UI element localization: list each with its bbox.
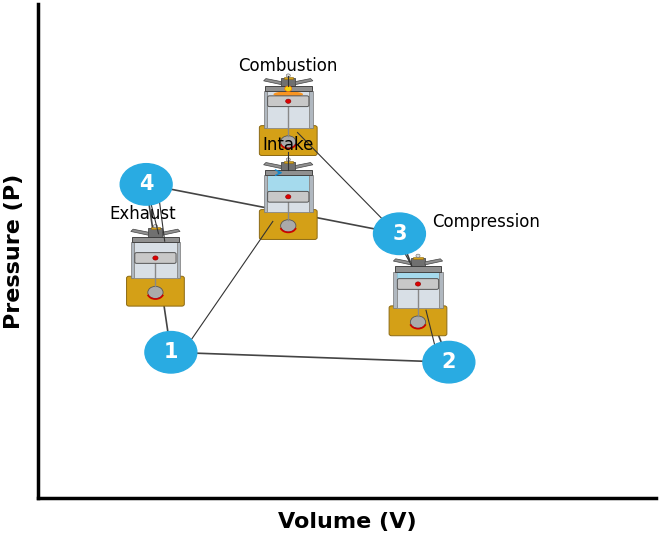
Polygon shape (131, 229, 148, 235)
Bar (263, 175, 267, 212)
FancyBboxPatch shape (259, 210, 317, 240)
Circle shape (286, 99, 291, 103)
Circle shape (120, 163, 172, 205)
Bar (263, 91, 267, 128)
FancyBboxPatch shape (389, 306, 447, 336)
Bar (134, 242, 177, 278)
Polygon shape (295, 79, 313, 85)
Bar (267, 175, 310, 212)
FancyBboxPatch shape (127, 276, 184, 306)
Bar (281, 162, 295, 170)
X-axis label: Volume (V): Volume (V) (278, 512, 416, 532)
Polygon shape (162, 229, 180, 235)
Bar (265, 170, 312, 175)
Text: Exhaust: Exhaust (109, 205, 176, 223)
Polygon shape (263, 162, 281, 168)
Text: 4: 4 (139, 174, 153, 195)
Ellipse shape (273, 91, 303, 98)
FancyBboxPatch shape (267, 96, 309, 107)
Bar (413, 257, 422, 259)
Bar (265, 86, 312, 91)
Polygon shape (263, 79, 281, 85)
Bar (177, 242, 180, 278)
Text: 3: 3 (392, 224, 407, 244)
Bar (284, 77, 293, 79)
Circle shape (284, 86, 292, 92)
Polygon shape (393, 259, 411, 265)
Bar (281, 78, 295, 86)
Circle shape (286, 158, 290, 161)
Circle shape (286, 74, 290, 77)
Circle shape (423, 341, 475, 383)
FancyBboxPatch shape (259, 125, 317, 155)
Circle shape (411, 316, 426, 328)
Bar (268, 175, 309, 193)
Circle shape (280, 136, 296, 148)
Bar (393, 272, 397, 308)
Text: Intake: Intake (263, 136, 314, 154)
Bar (150, 227, 160, 229)
Circle shape (374, 213, 426, 255)
Circle shape (416, 254, 420, 257)
Bar (310, 175, 313, 212)
Polygon shape (425, 259, 443, 265)
Text: 2: 2 (442, 352, 456, 372)
Text: Compression: Compression (432, 213, 540, 232)
Circle shape (286, 195, 291, 199)
Bar (395, 266, 442, 272)
Bar (267, 91, 310, 128)
Bar (310, 91, 313, 128)
Bar (411, 258, 425, 266)
Circle shape (153, 256, 158, 260)
Bar (148, 228, 162, 237)
Circle shape (153, 225, 158, 228)
Circle shape (148, 286, 163, 299)
Bar (439, 272, 443, 308)
Circle shape (280, 220, 296, 232)
Bar (131, 242, 134, 278)
FancyBboxPatch shape (135, 252, 176, 263)
Polygon shape (295, 162, 313, 168)
Circle shape (145, 332, 197, 373)
Bar (132, 237, 179, 242)
Bar (284, 161, 293, 162)
Bar (397, 272, 439, 308)
Text: 1: 1 (164, 343, 178, 362)
FancyBboxPatch shape (397, 279, 439, 289)
Circle shape (415, 282, 420, 286)
Y-axis label: Pressure (P): Pressure (P) (4, 174, 24, 329)
Text: Combustion: Combustion (238, 57, 338, 75)
Bar (397, 272, 438, 280)
FancyBboxPatch shape (267, 191, 309, 202)
